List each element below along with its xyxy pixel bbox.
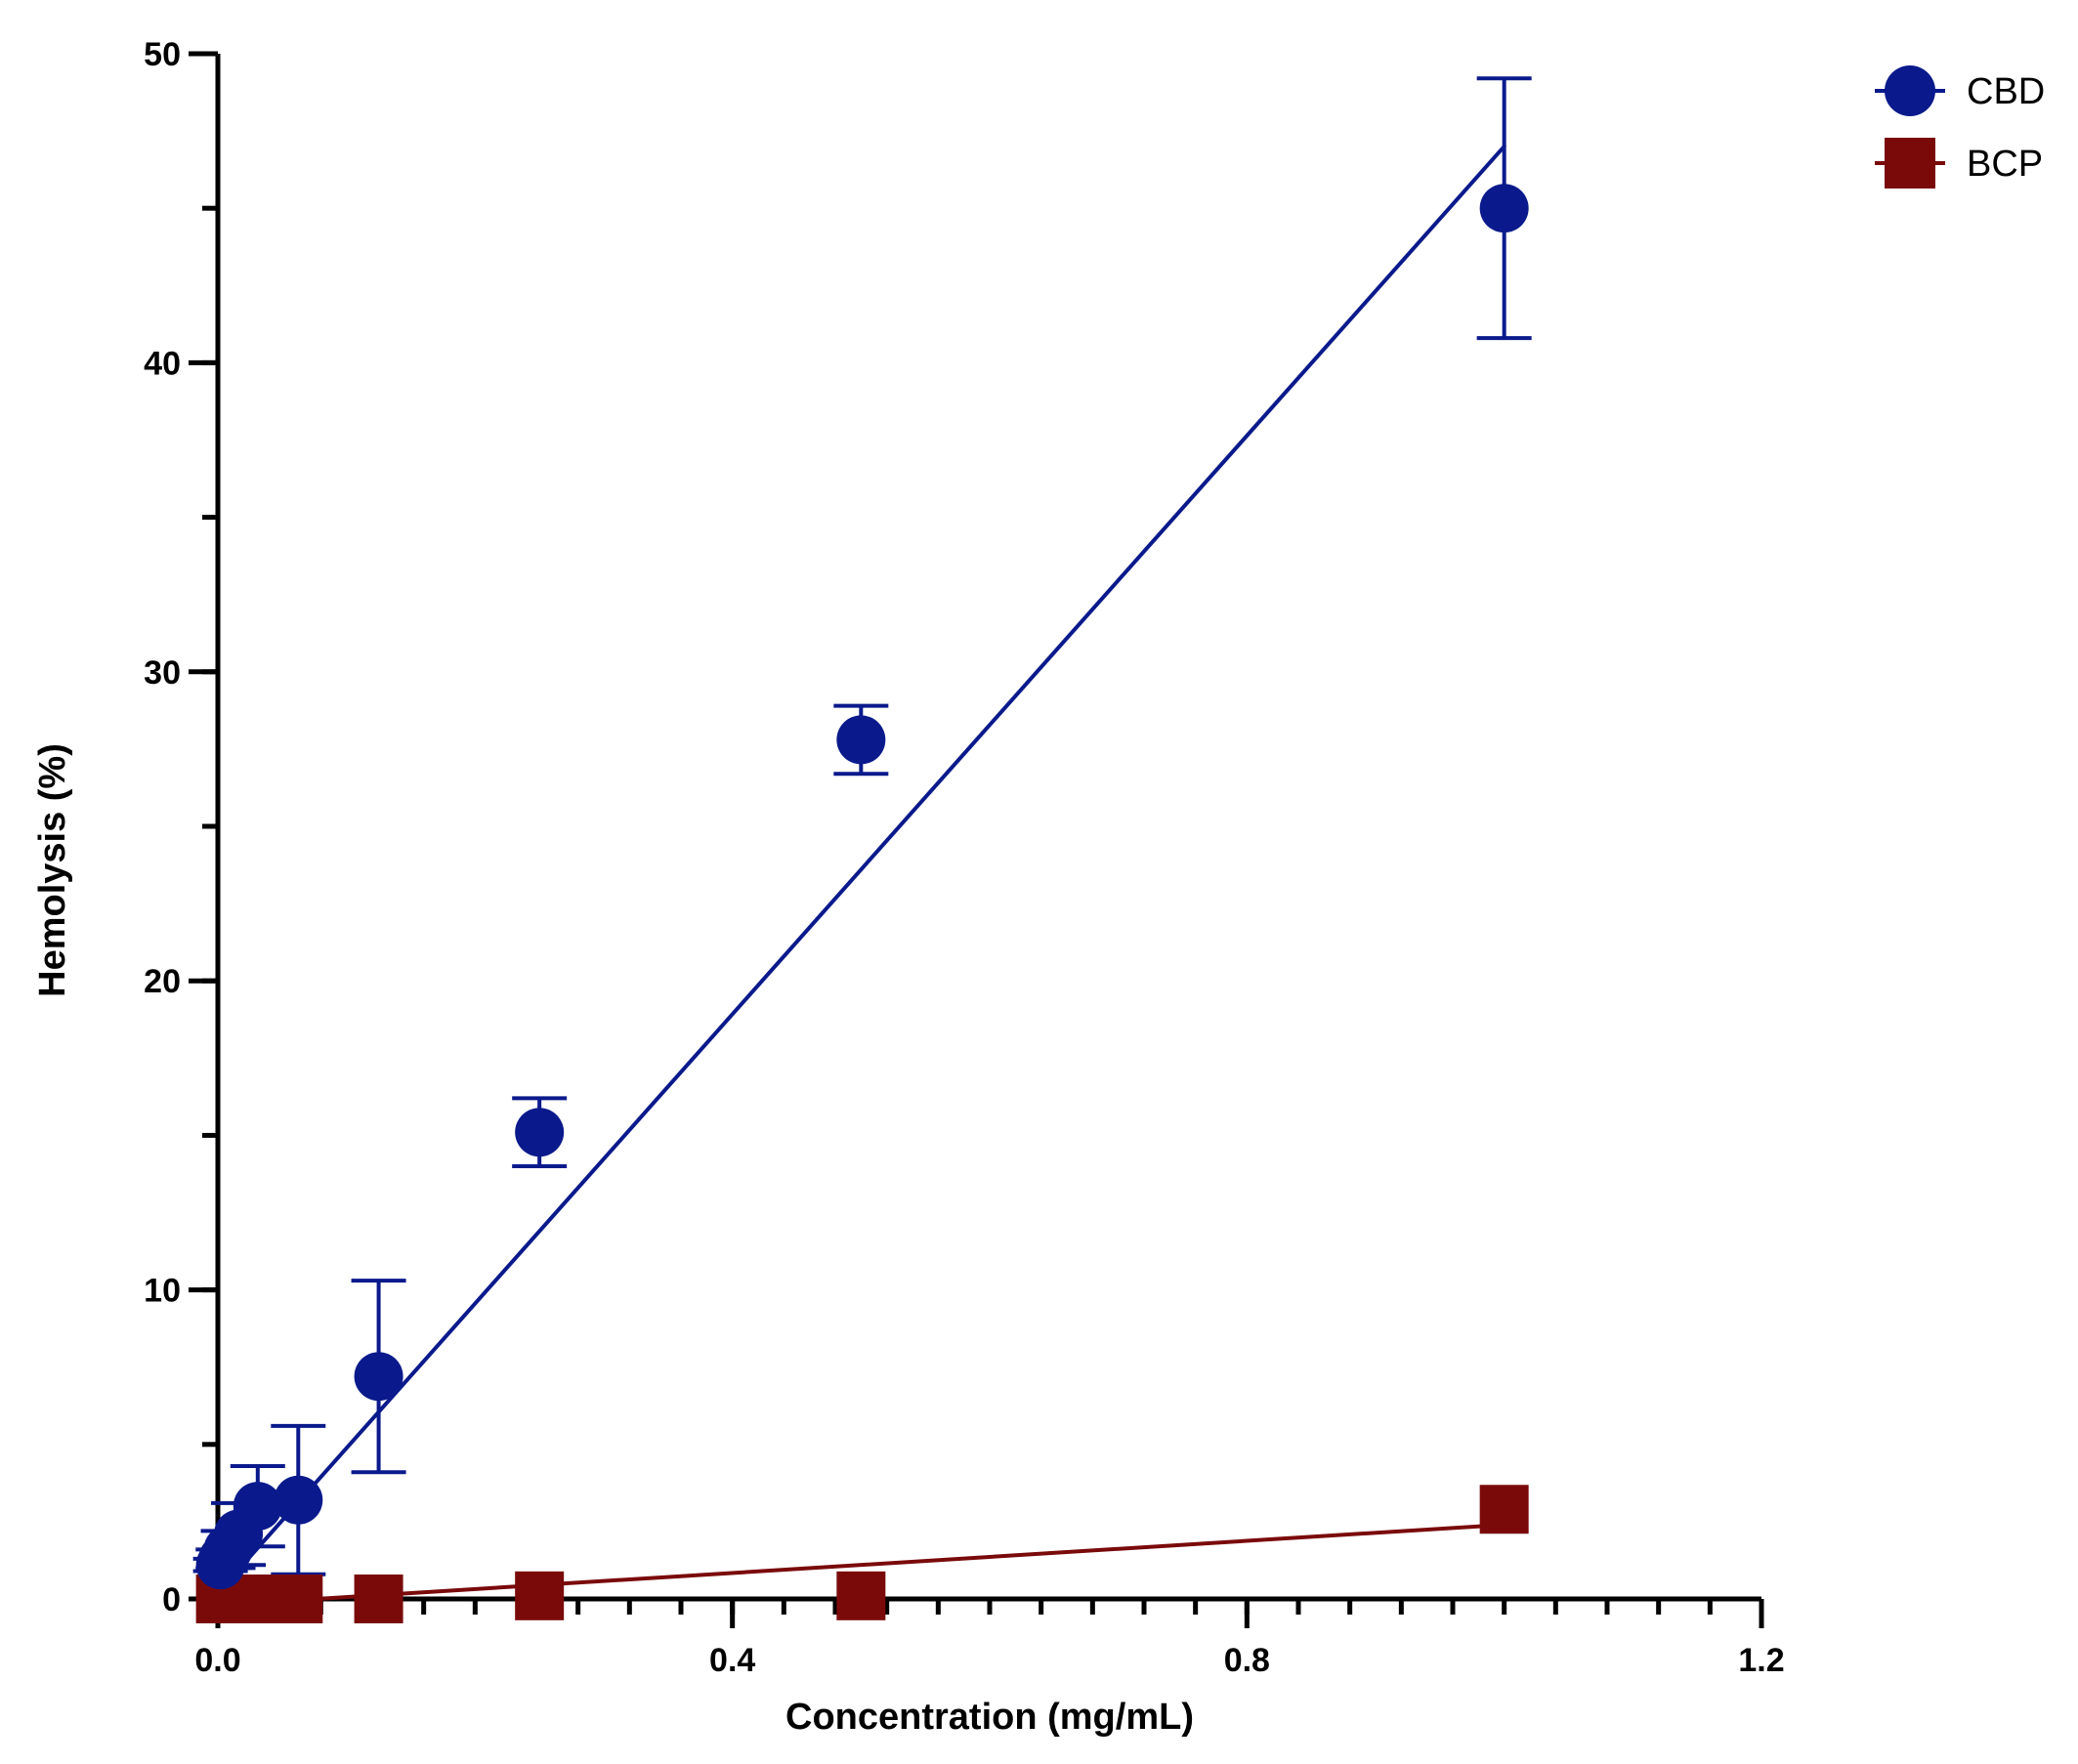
cbd-point xyxy=(515,1108,565,1157)
legend-marker-bcp xyxy=(1885,138,1935,189)
error-bars-group xyxy=(192,76,1532,1576)
legend-label-cbd: CBD xyxy=(1967,71,2045,112)
y-tick-label: 50 xyxy=(144,36,181,73)
y-tick-label: 20 xyxy=(144,963,181,1000)
cbd-point xyxy=(1479,184,1529,233)
legend: CBD BCP xyxy=(1875,65,2045,189)
ticks-group: 0.0 0.4 0.8 1.2 0 10 20 30 40 50 xyxy=(144,36,1784,1679)
y-tick-label: 30 xyxy=(144,654,181,692)
y-tick-label: 0 xyxy=(162,1581,181,1618)
y-axis-title: Hemolysis (%) xyxy=(32,743,73,997)
bcp-point xyxy=(1479,1485,1529,1534)
cbd-point xyxy=(233,1482,282,1532)
legend-marker-cbd xyxy=(1885,65,1935,116)
cbd-point xyxy=(274,1475,323,1525)
cbd-point xyxy=(354,1352,403,1402)
x-axis-title: Concentration (mg/mL) xyxy=(785,1697,1194,1738)
bcp-point xyxy=(354,1575,403,1623)
x-tick-label: 1.2 xyxy=(1738,1642,1784,1679)
y-tick-label: 10 xyxy=(144,1273,181,1310)
data-points-group xyxy=(195,184,1529,1623)
x-tick-label: 0.0 xyxy=(194,1642,240,1679)
y-tick-label: 40 xyxy=(144,345,181,382)
bcp-point xyxy=(836,1571,886,1620)
axes-group xyxy=(215,54,1761,1602)
legend-item-cbd: CBD xyxy=(1875,65,2045,116)
x-tick-label: 0.4 xyxy=(709,1642,755,1679)
cbd-fit-line xyxy=(216,144,1506,1595)
fit-lines-group xyxy=(216,144,1506,1608)
legend-label-bcp: BCP xyxy=(1967,144,2043,185)
legend-item-bcp: BCP xyxy=(1875,138,2043,189)
x-tick-label: 0.8 xyxy=(1224,1642,1270,1679)
bcp-point xyxy=(274,1575,323,1623)
bcp-point xyxy=(515,1571,565,1620)
cbd-point xyxy=(836,715,886,765)
bcp-fit-line xyxy=(216,1523,1506,1608)
